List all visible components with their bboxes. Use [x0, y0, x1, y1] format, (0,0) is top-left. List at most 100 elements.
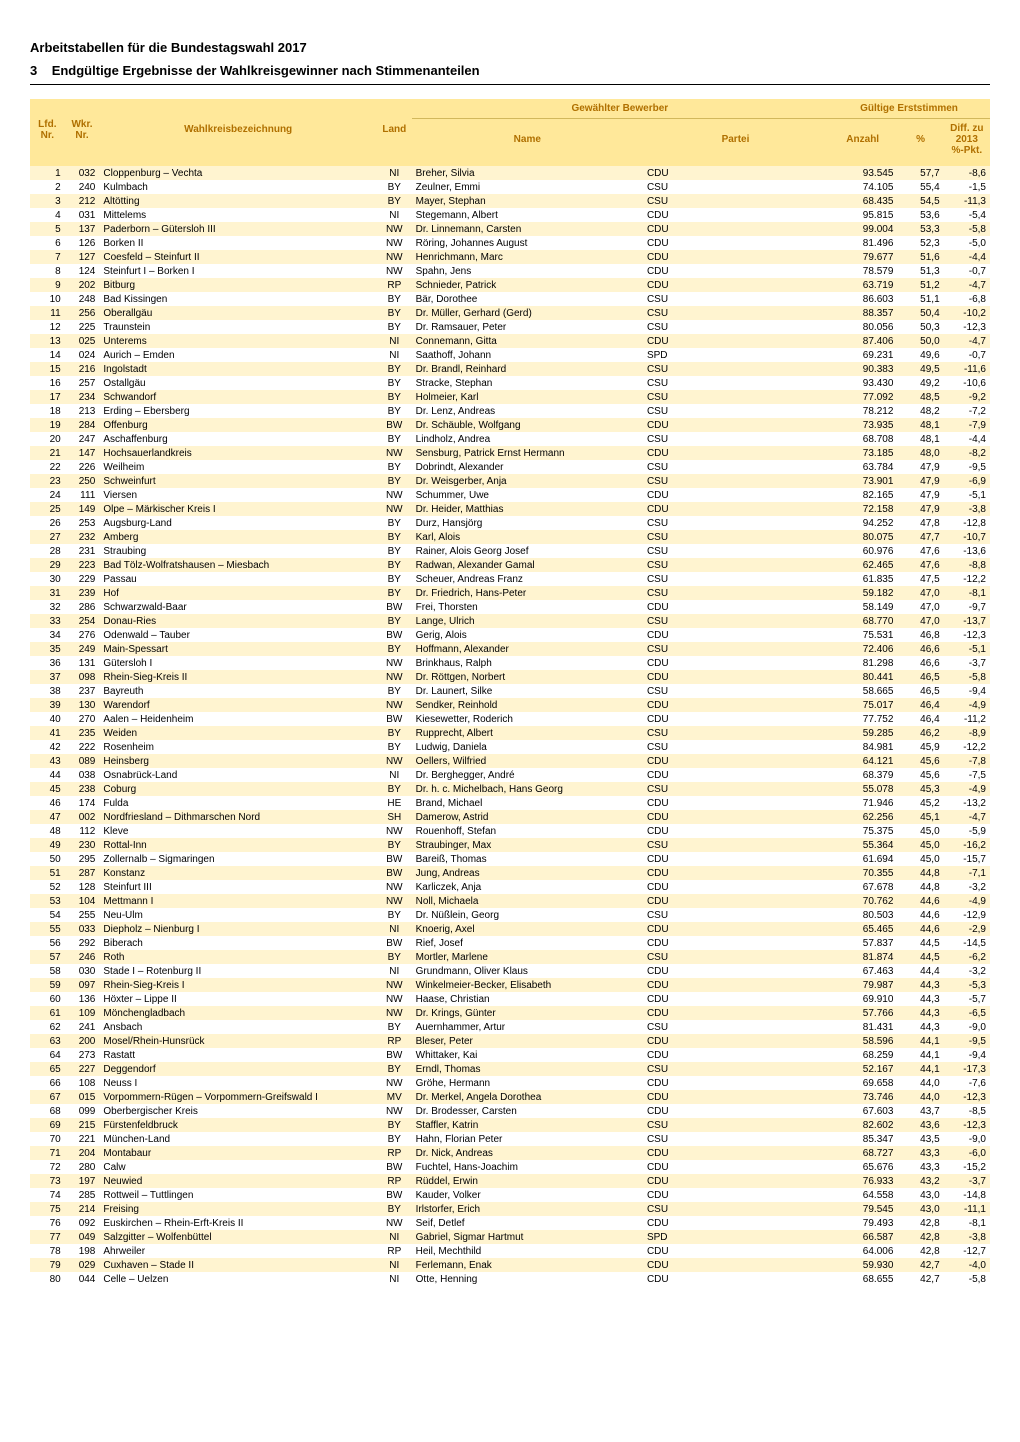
- cell: 47,5: [897, 572, 943, 586]
- table-row: 6126Borken IINWRöring, Johannes AugustCD…: [30, 236, 990, 250]
- cell: BY: [377, 908, 412, 922]
- cell: 232: [65, 530, 100, 544]
- cell: CSU: [643, 614, 828, 628]
- cell: 238: [65, 782, 100, 796]
- cell: -14,8: [944, 1188, 990, 1202]
- cell: Fulda: [99, 796, 377, 810]
- cell: 015: [65, 1090, 100, 1104]
- cell: -5,1: [944, 642, 990, 656]
- cell: 47,8: [897, 516, 943, 530]
- cell: Deggendorf: [99, 1062, 377, 1076]
- cell: -4,0: [944, 1258, 990, 1272]
- cell: Dr. Nüßlein, Georg: [412, 908, 643, 922]
- cell: 67: [30, 1090, 65, 1104]
- cell: Calw: [99, 1160, 377, 1174]
- cell: Biberach: [99, 936, 377, 950]
- cell: 254: [65, 614, 100, 628]
- cell: Bitburg: [99, 278, 377, 292]
- cell: 61.835: [828, 572, 897, 586]
- cell: BW: [377, 1188, 412, 1202]
- table-row: 47002Nordfriesland – Dithmarschen NordSH…: [30, 810, 990, 824]
- cell: Schnieder, Patrick: [412, 278, 643, 292]
- cell: 45,9: [897, 740, 943, 754]
- cell: 10: [30, 292, 65, 306]
- table-row: 23250SchweinfurtBYDr. Weisgerber, AnjaCS…: [30, 474, 990, 488]
- table-row: 49230Rottal-InnBYStraubinger, MaxCSU55.3…: [30, 838, 990, 852]
- cell: Mönchengladbach: [99, 1006, 377, 1020]
- cell: 137: [65, 222, 100, 236]
- cell: 292: [65, 936, 100, 950]
- cell: 47,0: [897, 600, 943, 614]
- cell: Erndl, Thomas: [412, 1062, 643, 1076]
- cell: 032: [65, 166, 100, 180]
- cell: 71: [30, 1146, 65, 1160]
- cell: -0,7: [944, 264, 990, 278]
- cell: -15,2: [944, 1160, 990, 1174]
- cell: 286: [65, 600, 100, 614]
- table-row: 27232AmbergBYKarl, AloisCSU80.07547,7-10…: [30, 530, 990, 544]
- cell: 6: [30, 236, 65, 250]
- cell: Fürstenfeldbruck: [99, 1118, 377, 1132]
- table-row: 41235WeidenBYRupprecht, AlbertCSU59.2854…: [30, 726, 990, 740]
- table-row: 7127Coesfeld – Steinfurt IINWHenrichmann…: [30, 250, 990, 264]
- cell: 69.910: [828, 992, 897, 1006]
- cell: 34: [30, 628, 65, 642]
- table-row: 37098Rhein-Sieg-Kreis IINWDr. Röttgen, N…: [30, 670, 990, 684]
- cell: CSU: [643, 642, 828, 656]
- cell: CDU: [643, 1160, 828, 1174]
- cell: 204: [65, 1146, 100, 1160]
- cell: Winkelmeier-Becker, Elisabeth: [412, 978, 643, 992]
- cell: Mittelems: [99, 208, 377, 222]
- cell: 24: [30, 488, 65, 502]
- cell: 49,6: [897, 348, 943, 362]
- cell: Rhein-Sieg-Kreis II: [99, 670, 377, 684]
- cell: -9,4: [944, 1048, 990, 1062]
- cell: 48,2: [897, 404, 943, 418]
- cell: 47: [30, 810, 65, 824]
- cell: -2,9: [944, 922, 990, 936]
- cell: 48,0: [897, 446, 943, 460]
- cell: 20: [30, 432, 65, 446]
- cell: 61.694: [828, 852, 897, 866]
- cell: Euskirchen – Rhein-Erft-Kreis II: [99, 1216, 377, 1230]
- cell: NW: [377, 488, 412, 502]
- cell: NI: [377, 964, 412, 978]
- cell: -8,6: [944, 166, 990, 180]
- cell: 231: [65, 544, 100, 558]
- cell: 234: [65, 390, 100, 404]
- cell: Hoffmann, Alexander: [412, 642, 643, 656]
- cell: 49,5: [897, 362, 943, 376]
- cell: Bad Kissingen: [99, 292, 377, 306]
- cell: BY: [377, 404, 412, 418]
- cell: 225: [65, 320, 100, 334]
- cell: 174: [65, 796, 100, 810]
- cell: 47,7: [897, 530, 943, 544]
- cell: CDU: [643, 418, 828, 432]
- col-partei: Partei: [643, 119, 828, 161]
- cell: CDU: [643, 250, 828, 264]
- cell: Whittaker, Kai: [412, 1048, 643, 1062]
- cell: NI: [377, 768, 412, 782]
- cell: CDU: [643, 334, 828, 348]
- cell: Mortler, Marlene: [412, 950, 643, 964]
- cell: 42,8: [897, 1216, 943, 1230]
- cell: 73.746: [828, 1090, 897, 1104]
- table-row: 62241AnsbachBYAuernhammer, ArturCSU81.43…: [30, 1020, 990, 1034]
- cell: 44,6: [897, 908, 943, 922]
- cell: Schwandorf: [99, 390, 377, 404]
- cell: SPD: [643, 1230, 828, 1244]
- cell: Damerow, Astrid: [412, 810, 643, 824]
- cell: Dr. Berghegger, André: [412, 768, 643, 782]
- cell: CSU: [643, 180, 828, 194]
- cell: Durz, Hansjörg: [412, 516, 643, 530]
- cell: 36: [30, 656, 65, 670]
- cell: 222: [65, 740, 100, 754]
- cell: CDU: [643, 600, 828, 614]
- cell: -5,1: [944, 488, 990, 502]
- cell: 52: [30, 880, 65, 894]
- cell: Connemann, Gitta: [412, 334, 643, 348]
- cell: NW: [377, 754, 412, 768]
- cell: CSU: [643, 516, 828, 530]
- cell: 82.602: [828, 1118, 897, 1132]
- cell: CSU: [643, 740, 828, 754]
